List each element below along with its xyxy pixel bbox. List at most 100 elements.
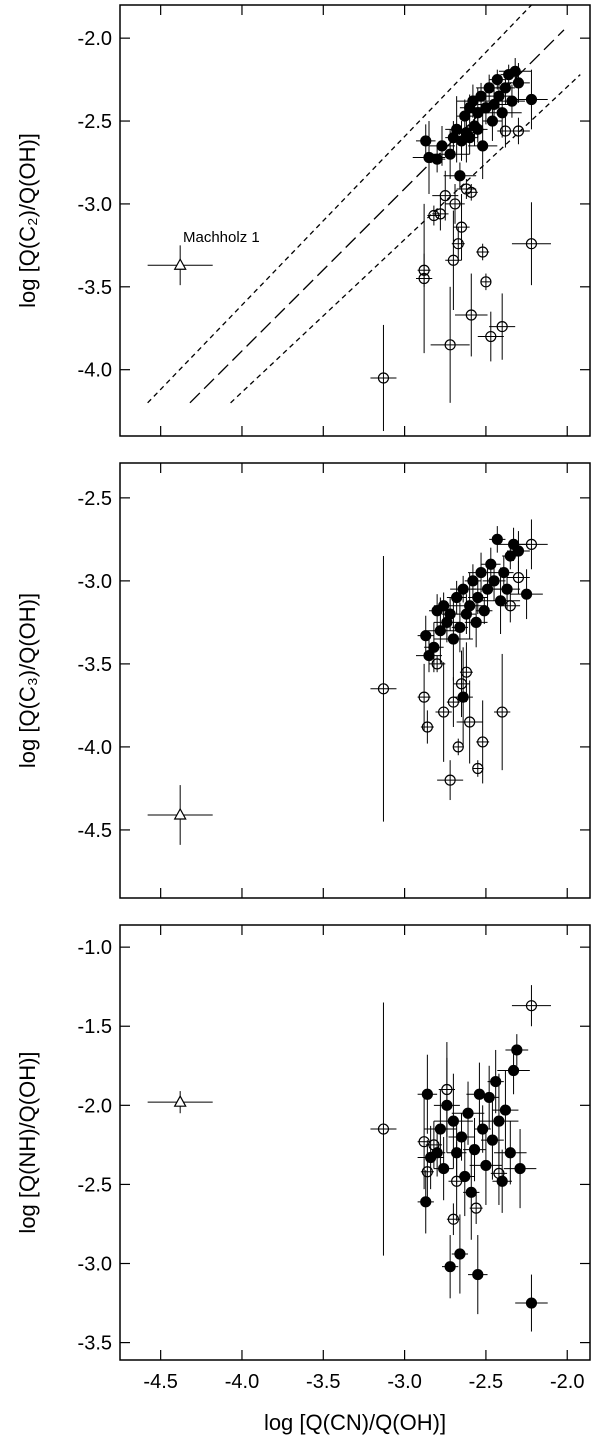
reference-line	[230, 74, 581, 404]
point	[511, 1044, 523, 1056]
point	[485, 558, 497, 570]
plot-frame	[119, 4, 591, 437]
point	[438, 600, 450, 612]
y-axis-label: log [Q(NH)/Q(OH)]	[15, 1051, 40, 1233]
point	[496, 107, 508, 119]
y-axis-label: log [Q(C₂)/Q(OH)]	[15, 133, 40, 308]
point	[512, 125, 525, 137]
point	[455, 221, 468, 233]
point	[478, 605, 490, 617]
y-tick-label: -2.5	[78, 111, 112, 133]
point	[504, 1147, 516, 1159]
point	[465, 1186, 477, 1198]
point	[486, 115, 499, 127]
point	[499, 82, 512, 94]
y-tick-label: -4.0	[78, 360, 112, 382]
point	[488, 575, 500, 587]
point	[525, 93, 538, 106]
point	[454, 170, 466, 182]
point	[431, 658, 443, 670]
point	[493, 1167, 505, 1179]
point	[485, 330, 497, 343]
x-tick-label: -3.5	[306, 1371, 340, 1393]
point	[455, 1131, 468, 1143]
point	[464, 600, 476, 612]
y-tick-label: -3.0	[78, 571, 112, 593]
point	[465, 309, 477, 321]
point	[480, 1159, 492, 1172]
point	[444, 339, 456, 351]
point	[454, 1248, 466, 1260]
y-tick-label: -2.5	[78, 488, 112, 510]
point	[434, 1123, 446, 1135]
point	[377, 683, 390, 695]
point	[493, 1115, 505, 1127]
reference-line	[147, 4, 532, 404]
point	[451, 591, 463, 604]
point	[520, 588, 533, 600]
x-tick-label: -2.5	[469, 1371, 503, 1393]
point	[464, 716, 476, 728]
point	[512, 545, 525, 557]
point	[490, 1075, 502, 1088]
point	[525, 1000, 538, 1012]
x-tick-label: -4.0	[225, 1371, 259, 1393]
point	[504, 600, 516, 612]
point	[462, 1107, 474, 1119]
point	[481, 583, 494, 595]
point	[460, 666, 473, 678]
point	[438, 706, 450, 718]
point	[501, 583, 513, 595]
point	[447, 696, 459, 708]
point	[431, 153, 443, 165]
y-tick-label: -2.0	[78, 1095, 112, 1117]
y-tick-label: -4.0	[78, 737, 112, 759]
plot-frame	[119, 462, 591, 899]
point	[444, 1261, 456, 1273]
point	[496, 706, 508, 718]
point	[454, 621, 466, 633]
point	[496, 320, 508, 333]
point	[498, 566, 510, 579]
y-tick-label: -3.5	[78, 277, 112, 299]
y-tick-label: -2.0	[78, 28, 112, 50]
y-tick-label: -3.0	[78, 1254, 112, 1276]
point	[480, 276, 492, 288]
point	[477, 140, 489, 152]
point	[418, 272, 430, 285]
y-tick-label: -3.5	[78, 654, 112, 676]
point	[477, 736, 489, 748]
annotation: Machholz 1	[183, 229, 260, 246]
point	[377, 372, 390, 384]
point	[465, 186, 477, 198]
point	[173, 258, 187, 270]
y-tick-label: -4.5	[78, 820, 112, 842]
point	[444, 148, 456, 160]
point	[472, 591, 484, 604]
point	[457, 583, 469, 595]
point	[421, 1166, 433, 1178]
point	[525, 538, 538, 550]
y-tick-label: -3.5	[78, 1333, 112, 1355]
point	[472, 123, 484, 135]
point	[428, 1139, 440, 1151]
point	[418, 1136, 430, 1148]
point	[451, 1175, 463, 1187]
x-tick-label: -3.0	[387, 1371, 421, 1393]
point	[420, 1196, 432, 1208]
point	[491, 73, 503, 86]
point	[472, 1268, 484, 1281]
point	[439, 190, 451, 202]
point	[173, 807, 187, 820]
x-tick-label: -4.5	[143, 1371, 177, 1393]
plot-frame	[119, 924, 591, 1361]
point	[470, 616, 482, 628]
point	[512, 571, 525, 584]
point	[483, 82, 495, 94]
x-axis-label: log [Q(CN)/Q(OH)]	[264, 1410, 446, 1435]
point	[421, 1088, 433, 1100]
point	[468, 1144, 481, 1156]
point	[514, 1162, 526, 1175]
point	[470, 1202, 482, 1214]
